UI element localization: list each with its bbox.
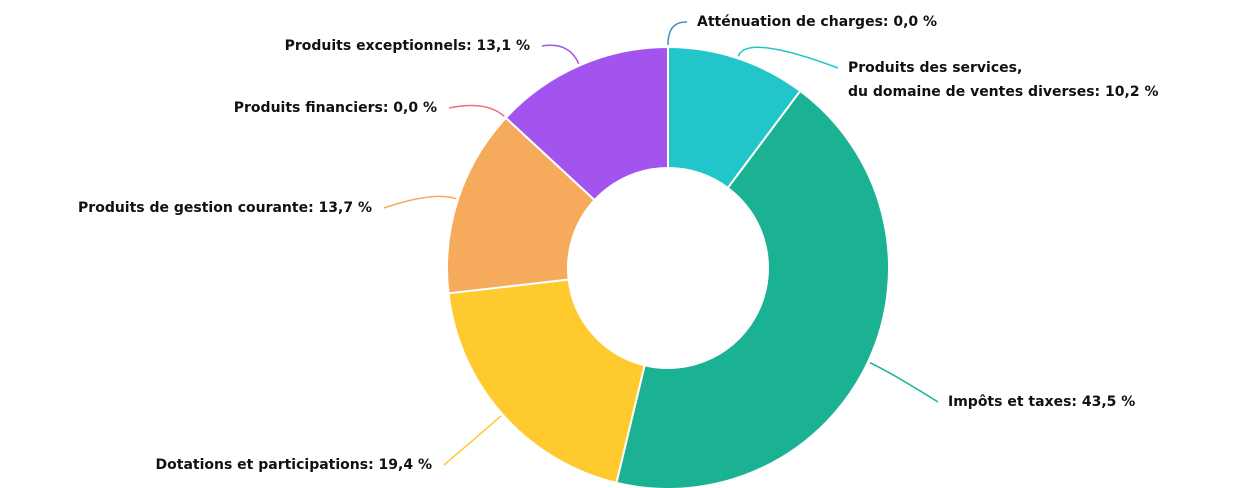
leader-line [443, 415, 502, 466]
data-label: Dotations et participations: 19,4 % [156, 457, 432, 473]
donut-slice [446, 116, 597, 295]
leader-line [667, 21, 688, 46]
data-label-line: du domaine de ventes diverses: 10,2 % [848, 84, 1158, 100]
data-label-line: Produits de gestion courante: 13,7 % [78, 200, 372, 216]
leader-line [737, 46, 839, 69]
data-label: Produits financiers: 0,0 % [234, 100, 437, 116]
data-label-line: Atténuation de charges: 0,0 % [697, 14, 937, 30]
data-label-line: Produits financiers: 0,0 % [234, 100, 437, 116]
donut-slice [504, 45, 669, 202]
data-label: Atténuation de charges: 0,0 % [697, 14, 937, 30]
leader-line [541, 44, 580, 64]
leader-line [869, 362, 939, 403]
data-label-line: Produits exceptionnels: 13,1 % [285, 38, 530, 54]
data-label-line: Produits des services, [848, 60, 1022, 76]
data-label: Produits exceptionnels: 13,1 % [285, 38, 530, 54]
data-label: Impôts et taxes: 43,5 % [948, 394, 1135, 410]
data-label-line: Dotations et participations: 19,4 % [156, 457, 432, 473]
leader-line [448, 104, 505, 118]
leader-line [383, 195, 457, 209]
data-label-line: Impôts et taxes: 43,5 % [948, 394, 1135, 410]
donut-slice [447, 278, 646, 485]
data-label: Produits de gestion courante: 13,7 % [78, 200, 372, 216]
data-label: Produits des services, du domaine de vent… [848, 60, 1158, 100]
